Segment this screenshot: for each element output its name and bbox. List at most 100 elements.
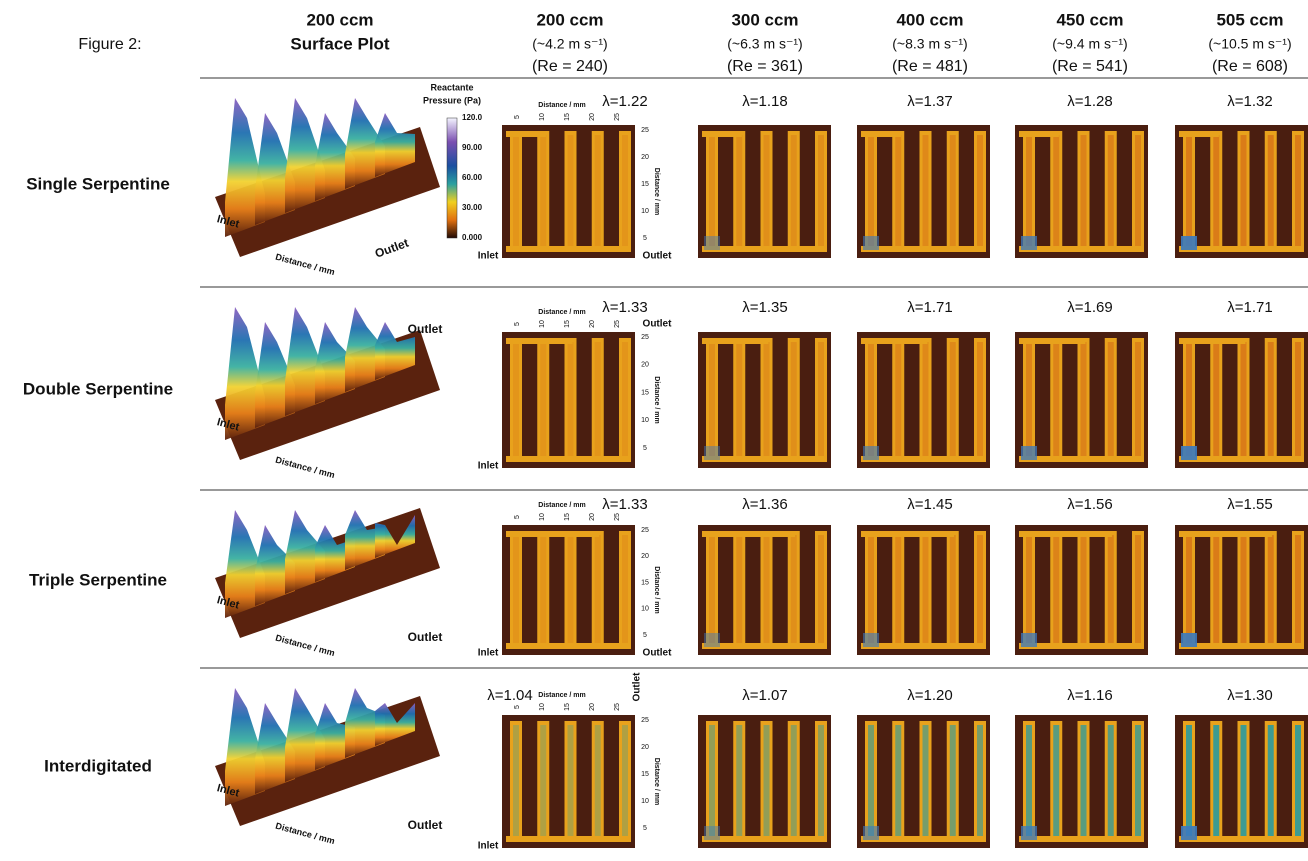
column-reynolds: (Re = 608) [1212, 58, 1288, 75]
channel-core [977, 725, 983, 838]
axis-title: Distance / mm [538, 102, 585, 109]
channel [1019, 131, 1059, 137]
inlet-label: Inlet [478, 461, 499, 472]
channel-core [977, 535, 983, 645]
lambda: λ=1.04 [487, 687, 532, 704]
colorbar-tick: 0.000 [462, 233, 483, 242]
colorbar-tick: 60.00 [462, 173, 483, 182]
colorbar-title: Pressure (Pa) [423, 95, 481, 105]
column-velocity: (~8.3 m s⁻¹) [892, 36, 967, 52]
lambda: λ=1.71 [907, 299, 952, 316]
channel-core [1135, 135, 1141, 248]
row-label: Triple Serpentine [29, 570, 167, 589]
top-tick: 20 [589, 113, 596, 121]
channel-core [923, 535, 929, 645]
hotspot [863, 826, 879, 840]
channel-core [709, 725, 715, 838]
channel [702, 531, 795, 537]
channel-core [540, 725, 546, 838]
channel-core [1108, 342, 1114, 458]
channel-core [818, 535, 824, 645]
heatmap [1175, 332, 1308, 468]
lambda: λ=1.16 [1067, 687, 1112, 704]
colorbar [447, 118, 457, 238]
top-tick: 10 [539, 113, 546, 121]
channel [1019, 246, 1144, 252]
lambda: λ=1.07 [742, 687, 787, 704]
channel-core [595, 135, 601, 248]
channel-core [818, 725, 824, 838]
inlet-label: Inlet [478, 648, 499, 659]
column-title: 450 ccm [1056, 10, 1123, 29]
channel-core [977, 342, 983, 458]
channel-core [1081, 342, 1087, 458]
channel [702, 246, 827, 252]
channel-core [1026, 135, 1032, 248]
heatmap [857, 125, 990, 258]
right-tick: 20 [641, 362, 649, 369]
channel-core [1268, 535, 1274, 645]
channel-core [818, 135, 824, 248]
figure-label: Figure 2: [78, 36, 141, 53]
channel [1019, 456, 1144, 462]
channel-core [1295, 535, 1301, 645]
channel [1179, 643, 1304, 649]
hotspot [1021, 446, 1037, 460]
channel [702, 643, 827, 649]
channel [1019, 531, 1112, 537]
channel-core [1213, 135, 1219, 248]
column-title: 200 ccm [306, 10, 373, 29]
surface-distance-label: Distance / mm [274, 455, 336, 480]
channel [506, 836, 631, 842]
channel [861, 131, 901, 137]
channel-core [1108, 535, 1114, 645]
row-label: Single Serpentine [26, 174, 170, 193]
axis-title-right: Distance / mm [653, 376, 660, 423]
top-tick: 20 [589, 703, 596, 711]
channel-core [1186, 535, 1192, 645]
hotspot [704, 236, 720, 250]
surface-plot [215, 688, 440, 826]
top-tick: 5 [514, 322, 521, 326]
channel-core [923, 725, 929, 838]
column-velocity: (~4.2 m s⁻¹) [532, 36, 607, 52]
heatmap [1015, 715, 1148, 848]
channel-core [513, 535, 519, 645]
channel-core [1053, 342, 1059, 458]
column-title: 400 ccm [896, 10, 963, 29]
channel-core [540, 342, 546, 458]
channel-core [1241, 135, 1247, 248]
channel [506, 246, 631, 252]
channel-core [709, 535, 715, 645]
right-tick: 15 [641, 771, 649, 778]
column-velocity: (~6.3 m s⁻¹) [727, 36, 802, 52]
channel-core [736, 535, 742, 645]
channel [861, 836, 986, 842]
channel-core [1108, 135, 1114, 248]
outlet-label: Outlet [643, 319, 673, 330]
channel [1179, 338, 1246, 344]
row-label: Interdigitated [44, 756, 152, 775]
channel [702, 456, 827, 462]
channel-core [1213, 342, 1219, 458]
surface-distance-label: Distance / mm [274, 252, 336, 277]
hotspot [704, 446, 720, 460]
channel-core [791, 342, 797, 458]
channel-core [868, 535, 874, 645]
top-tick: 25 [614, 513, 621, 521]
channel [861, 338, 928, 344]
channel-core [950, 135, 956, 248]
right-tick: 10 [641, 208, 649, 215]
channel-core [1186, 135, 1192, 248]
channel-core [1026, 342, 1032, 458]
figure: Figure 2:200 ccmSurface Plot200 ccm(~4.2… [0, 0, 1308, 856]
right-tick: 10 [641, 417, 649, 424]
right-tick: 20 [641, 154, 649, 161]
heatmap [1015, 525, 1148, 655]
heatmap [502, 525, 635, 655]
channel-core [868, 135, 874, 248]
heatmap [1175, 525, 1308, 655]
top-tick: 10 [539, 703, 546, 711]
top-tick: 15 [564, 703, 571, 711]
channel-core [1053, 535, 1059, 645]
